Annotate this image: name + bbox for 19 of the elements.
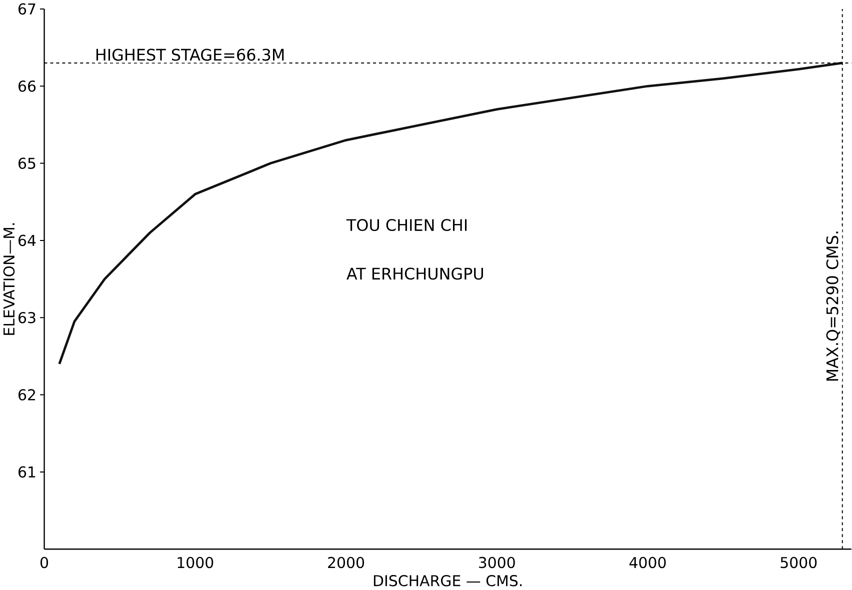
x-axis-title: DISCHARGE — CMS. [374, 575, 522, 586]
y-tick-label: 63 [18, 312, 36, 324]
ref-line-label: MAX.Q=5290 CMS. [826, 232, 840, 381]
x-tick-label: 2000 [328, 557, 364, 568]
y-tick-label: 64 [18, 234, 36, 246]
ref-line-label: HIGHEST STAGE=66.3M [96, 48, 284, 61]
x-tick-label: 3000 [478, 557, 515, 568]
annotation: TOU CHIEN CHI [346, 219, 467, 232]
x-tick-label: 5000 [780, 557, 817, 568]
y-axis-title: ELEVATION—M. [3, 224, 15, 336]
annotation: AT ERHCHUNGPU [346, 268, 483, 280]
y-tick-label: 62 [18, 389, 35, 401]
x-tick-label: 1000 [178, 557, 214, 568]
y-tick-label: 67 [18, 3, 36, 15]
y-tick-label: 65 [18, 158, 36, 170]
y-tick-label: 66 [18, 80, 36, 92]
x-tick-label: 0 [40, 557, 48, 568]
y-tick-label: 61 [18, 466, 36, 478]
x-tick-label: 4000 [629, 557, 666, 568]
